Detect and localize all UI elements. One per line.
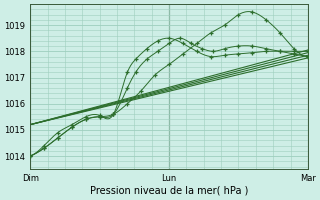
X-axis label: Pression niveau de la mer( hPa ): Pression niveau de la mer( hPa ) [90,186,248,196]
